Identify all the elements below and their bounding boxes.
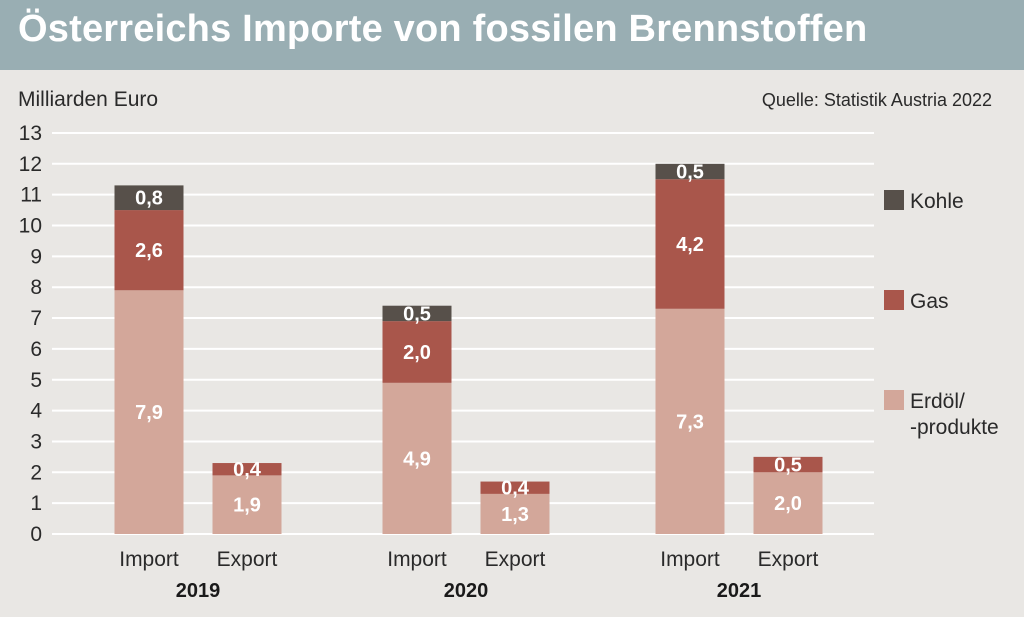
bar-segment-gas bbox=[382, 321, 452, 383]
bar-segment-erdoel bbox=[382, 382, 452, 534]
bar-segment-gas bbox=[480, 481, 550, 494]
legend-label-kohle: Kohle bbox=[910, 190, 964, 213]
bar-segment-kohle bbox=[655, 163, 725, 180]
y-tick-label: 4 bbox=[30, 400, 42, 423]
legend-swatch-gas bbox=[884, 290, 904, 310]
legend-swatch-erdoel bbox=[884, 390, 904, 410]
bar-segment-erdoel bbox=[753, 472, 823, 534]
legend-swatch-kohle bbox=[884, 190, 904, 210]
data-label-gas: 0,5 bbox=[774, 455, 802, 477]
y-tick-label: 2 bbox=[30, 461, 42, 484]
bar-segment-erdoel bbox=[480, 493, 550, 534]
bar-segment-gas bbox=[114, 210, 184, 291]
y-tick-label: 6 bbox=[30, 338, 42, 361]
data-label-erdoel: 7,3 bbox=[676, 411, 704, 433]
y-tick-label: 3 bbox=[30, 430, 42, 453]
title-band bbox=[0, 0, 1024, 70]
x-tick-label: Import bbox=[660, 548, 720, 571]
x-tick-label: Export bbox=[485, 548, 546, 571]
data-label-kohle: 0,5 bbox=[403, 303, 431, 325]
y-tick-label: 7 bbox=[30, 307, 42, 330]
x-tick-label: Import bbox=[387, 548, 447, 571]
data-label-erdoel: 4,9 bbox=[403, 448, 431, 470]
y-tick-label: 9 bbox=[30, 245, 42, 268]
y-tick-label: 8 bbox=[30, 276, 42, 299]
y-axis-label: Milliarden Euro bbox=[18, 88, 158, 111]
data-label-gas: 2,0 bbox=[403, 342, 431, 364]
y-tick-label: 13 bbox=[19, 122, 42, 145]
group-year-label: 2019 bbox=[176, 580, 221, 602]
data-label-gas: 4,2 bbox=[676, 234, 704, 256]
y-tick-label: 1 bbox=[30, 492, 42, 515]
legend-label-erdoel: Erdöl/ bbox=[910, 390, 965, 413]
bar-segment-gas bbox=[753, 456, 823, 473]
x-tick-label: Import bbox=[119, 548, 179, 571]
legend-label-gas: Gas bbox=[910, 290, 949, 313]
data-label-erdoel: 7,9 bbox=[135, 402, 163, 424]
y-tick-label: 11 bbox=[20, 184, 42, 207]
group-year-label: 2021 bbox=[717, 580, 762, 602]
legend: Kohle Gas Erdöl/ -produkte bbox=[884, 190, 999, 439]
y-tick-label: 12 bbox=[19, 153, 42, 176]
label-layer: 7,9 2,6 0,8 Import 1,9 0,4 Export 2019 4,9 2,0 0,5… bbox=[119, 162, 818, 602]
legend-label-erdoel: -produkte bbox=[910, 416, 999, 439]
bar-segment-erdoel bbox=[212, 475, 282, 534]
bar-layer bbox=[114, 163, 823, 534]
y-tick-label: 5 bbox=[30, 369, 42, 392]
data-label-erdoel: 1,3 bbox=[501, 504, 529, 526]
data-label-kohle: 0,5 bbox=[676, 162, 704, 184]
data-label-gas: 2,6 bbox=[135, 240, 163, 262]
data-label-erdoel: 1,9 bbox=[233, 495, 261, 517]
data-label-kohle: 0,8 bbox=[135, 188, 163, 210]
bar-segment-gas bbox=[212, 463, 282, 476]
source-note: Quelle: Statistik Austria 2022 bbox=[762, 90, 992, 110]
bar-segment-kohle bbox=[114, 185, 184, 211]
chart-title: Österreichs Importe von fossilen Brennst… bbox=[18, 8, 868, 50]
bar-segment-erdoel bbox=[655, 308, 725, 534]
data-label-erdoel: 2,0 bbox=[774, 493, 802, 515]
bar-segment-erdoel bbox=[114, 290, 184, 534]
x-tick-label: Export bbox=[758, 548, 819, 571]
bar-segment-kohle bbox=[382, 305, 452, 322]
data-label-gas: 0,4 bbox=[233, 459, 262, 481]
y-tick-label: 0 bbox=[30, 523, 42, 546]
x-tick-label: Export bbox=[217, 548, 278, 571]
group-year-label: 2020 bbox=[444, 580, 489, 602]
bar-segment-gas bbox=[655, 179, 725, 309]
y-tick-label: 10 bbox=[19, 215, 42, 238]
data-label-gas: 0,4 bbox=[501, 478, 530, 500]
